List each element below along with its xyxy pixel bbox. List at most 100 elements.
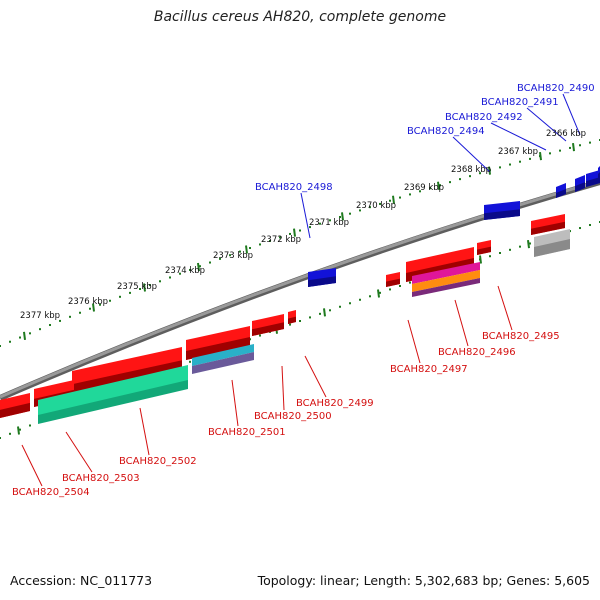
feature-grey-shade — [534, 239, 570, 257]
ruler-dot — [429, 187, 431, 190]
ruler-dot — [319, 312, 321, 315]
ruler-dot — [289, 323, 291, 326]
forward-gene-label: BCAH820_2490 — [517, 83, 595, 94]
ruler-dot — [509, 248, 511, 251]
ruler-dot — [79, 311, 81, 314]
ruler-dot — [349, 302, 351, 305]
reverse-leader — [21, 444, 43, 487]
ruler-dot — [359, 209, 361, 212]
ruler-dot — [109, 299, 111, 302]
feature-orange — [412, 270, 480, 292]
reverse-gene-shade-6 — [186, 337, 250, 360]
ruler-dot — [179, 272, 181, 275]
ruler-dot — [89, 307, 91, 310]
reverse-gene-label: BCAH820_2499 — [296, 398, 374, 409]
ruler-dot — [139, 287, 141, 290]
kbp-label: 2368 kbp — [451, 165, 491, 175]
ruler-tick — [323, 308, 326, 317]
ruler-dot — [549, 152, 551, 155]
ruler-dot — [9, 432, 11, 435]
ruler-dot — [249, 247, 251, 250]
ruler-dot — [39, 328, 41, 331]
ruler-dot — [379, 202, 381, 205]
reverse-gene-label: BCAH820_2497 — [390, 364, 468, 375]
ruler-tick — [539, 151, 542, 161]
ruler-dot — [9, 340, 11, 343]
ruler-dot — [69, 315, 71, 318]
ruler-dot — [339, 305, 341, 308]
ruler-dot — [489, 255, 491, 258]
reverse-leader — [139, 407, 150, 456]
reverse-gene-shade-1 — [477, 246, 491, 255]
ruler-dot — [149, 284, 151, 287]
forward-gene-label: BCAH820_2491 — [481, 97, 559, 108]
reverse-leader — [497, 285, 513, 331]
ruler-dot — [369, 295, 371, 298]
kbp-label: 2372 kbp — [261, 235, 301, 245]
forward-gene-label: BCAH820_2492 — [445, 112, 523, 123]
ruler-dot — [49, 324, 51, 327]
ruler-dot — [229, 254, 231, 257]
ruler-dot — [399, 196, 401, 199]
reverse-leader — [407, 319, 421, 364]
forward-gene-shade-0 — [556, 189, 566, 198]
feature-purple — [412, 278, 480, 297]
forward-gene-shade-2 — [586, 177, 600, 187]
ruler-dot — [159, 280, 161, 283]
kbp-label: 2376 kbp — [68, 297, 108, 307]
reverse-gene-shade-4 — [288, 316, 296, 324]
ruler-tick — [377, 289, 380, 298]
ruler-dot — [329, 309, 331, 312]
forward-gene-shade-4 — [484, 209, 520, 220]
ruler-tick — [17, 426, 20, 435]
map-title: Bacillus cereus AH820, complete genome — [153, 9, 447, 25]
ruler-dot — [259, 334, 261, 337]
reverse-gene-label: BCAH820_2504 — [12, 487, 90, 498]
ruler-dot — [389, 288, 391, 291]
ruler-dot — [309, 316, 311, 319]
label-leaders — [21, 93, 581, 487]
reverse-gene-label: BCAH820_2503 — [62, 473, 140, 484]
ruler-dot — [579, 144, 581, 147]
ruler-dot — [209, 261, 211, 264]
ruler-dot — [499, 252, 501, 254]
ruler-dot — [19, 428, 21, 431]
ruler-dot — [289, 232, 291, 235]
ruler-tick — [392, 195, 395, 204]
ruler-tick — [143, 283, 146, 292]
feature-green-shade — [38, 380, 188, 424]
ruler-dot — [19, 336, 21, 339]
ruler-dot — [339, 215, 341, 218]
ruler-dot — [219, 257, 221, 260]
ruler-dot — [29, 424, 31, 427]
ruler-dot — [589, 224, 591, 227]
ruler-dot — [29, 332, 31, 335]
ruler-dot — [169, 276, 171, 279]
feature-violet — [192, 352, 254, 374]
ruler-dot — [509, 163, 511, 166]
ruler-dot — [0, 345, 1, 347]
kbp-label: 2370 kbp — [356, 201, 396, 211]
gene-labels: BCAH820_2490 BCAH820_2491 BCAH820_2492 BCAH… — [12, 83, 595, 498]
kbp-label: 2373 kbp — [213, 251, 253, 261]
ruler-tick — [92, 303, 95, 312]
ruler-dot — [439, 184, 441, 187]
ruler-dot — [59, 319, 61, 322]
ruler-tick — [572, 142, 575, 152]
ruler-dot — [459, 178, 461, 181]
ruler-dot — [579, 227, 581, 230]
ruler-dot — [189, 360, 191, 363]
kbp-label: 2369 kbp — [404, 183, 444, 193]
ruler-upper — [0, 139, 600, 347]
forward-leader — [526, 107, 567, 142]
reverse-gene-shade-9 — [0, 402, 30, 418]
ruler-dot — [269, 239, 271, 242]
ruler-dot — [0, 437, 1, 439]
accession-text: Accession: NC_011773 — [10, 573, 153, 588]
ruler-dot — [309, 226, 311, 229]
reverse-gene-label: BCAH820_2495 — [482, 331, 560, 342]
reverse-gene-label: BCAH820_2496 — [438, 347, 516, 358]
forward-leader — [562, 93, 581, 136]
ruler-dot — [119, 295, 121, 298]
